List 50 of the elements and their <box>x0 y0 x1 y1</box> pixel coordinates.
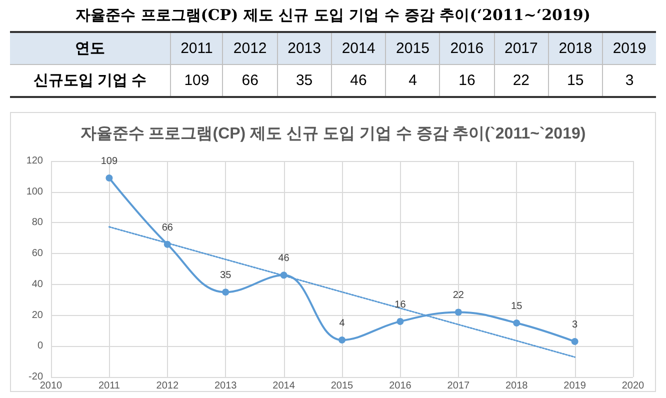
data-label: 16 <box>394 299 406 310</box>
category-label: 2017 <box>504 40 538 57</box>
y-tick-label: 60 <box>32 248 44 260</box>
x-tick-label: 2018 <box>505 380 528 392</box>
text: 35 <box>296 72 313 89</box>
x-tick-label: 2017 <box>447 380 470 392</box>
y-tick-label: 40 <box>32 278 44 290</box>
text: 16 <box>458 72 476 89</box>
y-tick-label: 0 <box>37 340 44 352</box>
data-label: 46 <box>278 253 290 264</box>
x-tick-label: 2015 <box>330 380 354 392</box>
data-label: 15 <box>511 301 523 312</box>
category-label: 2018 <box>558 40 592 57</box>
text: 15 <box>567 72 584 89</box>
data-label: 35 <box>220 270 232 282</box>
y-tick-label: 20 <box>32 310 44 321</box>
data-label: 3 <box>572 320 578 331</box>
category-label: 2013 <box>288 40 321 57</box>
data-label: 22 <box>452 290 464 302</box>
category-label: 2012 <box>233 40 267 57</box>
x-tick-label: 2014 <box>272 380 296 392</box>
category-label: 2014 <box>342 40 376 57</box>
text: 신규도입 기업 수 <box>10 64 170 97</box>
chart-subtitle: 자율준수 프로그램(CP) 제도 신규 도입 기업 수 증감 추이(`2011~`2019) <box>80 126 586 142</box>
y-tick-label: 100 <box>26 186 44 198</box>
text: 46 <box>350 72 367 89</box>
text: 4 <box>408 72 417 89</box>
text: 109 <box>184 72 210 89</box>
y-tick-label: 120 <box>26 156 44 166</box>
x-tick-label: 2013 <box>214 380 238 392</box>
data-label: 66 <box>162 222 174 234</box>
category-label: 2019 <box>612 40 646 57</box>
x-tick-label: 2010 <box>40 380 63 392</box>
category-label: 2016 <box>450 40 484 57</box>
text: 22 <box>512 72 530 89</box>
text: 연도 <box>10 32 170 64</box>
x-tick-label: 2012 <box>156 380 179 392</box>
x-tick-label: 2020 <box>622 380 645 392</box>
text: 66 <box>242 72 258 89</box>
text: 3 <box>625 72 634 89</box>
chart-title: 자율준수 프로그램(CP) 제도 신규 도입 기업 수 증감 추이(‘2011~‘2019) <box>74 6 592 25</box>
x-tick-label: 2011 <box>98 380 120 392</box>
category-label: 2011 <box>180 40 213 57</box>
x-tick-label: 2016 <box>389 380 412 392</box>
y-tick-label: -20 <box>28 372 44 382</box>
data-label: 4 <box>339 318 346 329</box>
y-tick-label: 80 <box>32 217 44 228</box>
category-label: 2015 <box>396 40 430 57</box>
data-label: 109 <box>100 156 118 167</box>
x-tick-label: 2019 <box>564 380 586 392</box>
